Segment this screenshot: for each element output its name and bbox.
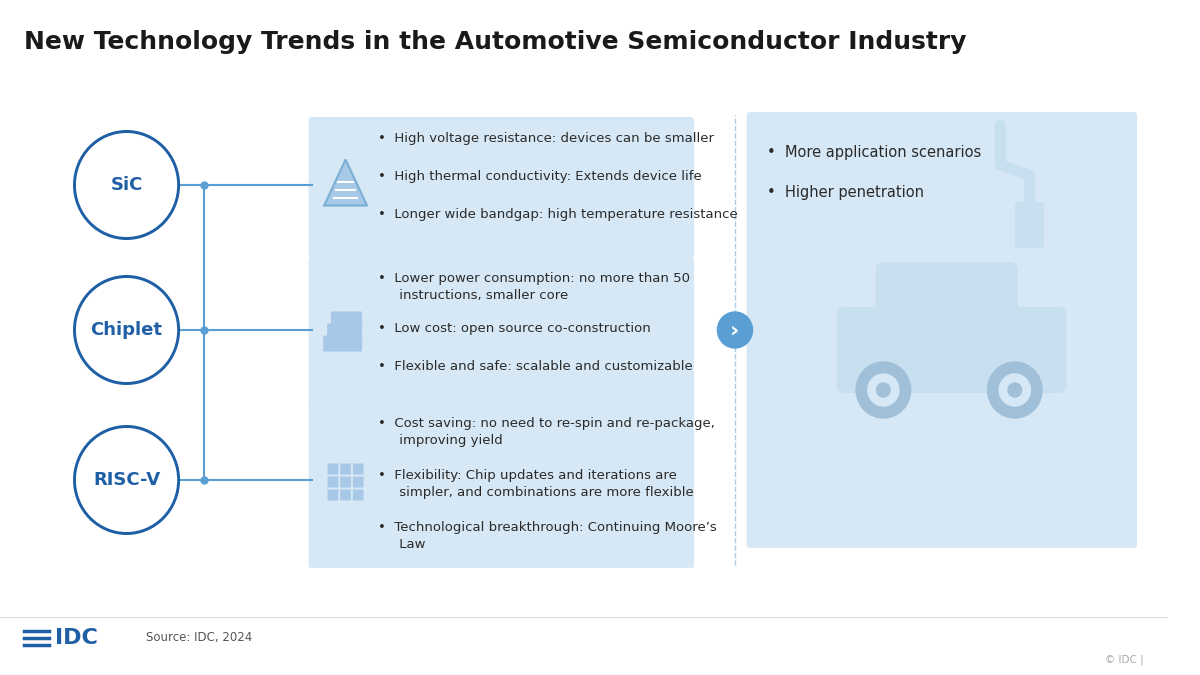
Text: •  Flexible and safe: scalable and customizable: • Flexible and safe: scalable and custom… [378, 360, 692, 373]
FancyBboxPatch shape [876, 262, 1018, 333]
Circle shape [876, 383, 890, 397]
Text: •  Lower power consumption: no more than 50
     instructions, smaller core: • Lower power consumption: no more than … [378, 272, 690, 302]
FancyBboxPatch shape [836, 307, 1067, 393]
Text: •  Longer wide bandgap: high temperature resistance: • Longer wide bandgap: high temperature … [378, 208, 738, 221]
Text: SiC: SiC [110, 176, 143, 194]
FancyBboxPatch shape [328, 477, 338, 487]
Text: ›: › [731, 320, 739, 340]
Circle shape [76, 133, 178, 237]
FancyBboxPatch shape [308, 117, 694, 258]
FancyBboxPatch shape [323, 335, 362, 352]
FancyBboxPatch shape [353, 477, 364, 487]
Circle shape [76, 278, 178, 382]
FancyBboxPatch shape [353, 464, 364, 475]
Circle shape [76, 428, 178, 532]
FancyBboxPatch shape [353, 489, 364, 500]
Text: RISC-V: RISC-V [92, 471, 160, 489]
FancyBboxPatch shape [328, 489, 338, 500]
FancyBboxPatch shape [328, 323, 362, 340]
FancyBboxPatch shape [308, 402, 694, 568]
FancyBboxPatch shape [341, 477, 350, 487]
Text: •  Higher penetration: • Higher penetration [767, 185, 924, 200]
FancyBboxPatch shape [328, 464, 338, 475]
Text: IDC: IDC [55, 628, 98, 648]
Circle shape [856, 362, 911, 418]
FancyBboxPatch shape [341, 464, 350, 475]
Text: •  More application scenarios: • More application scenarios [767, 145, 982, 160]
Text: Source: IDC, 2024: Source: IDC, 2024 [146, 632, 252, 645]
Circle shape [1008, 383, 1021, 397]
FancyBboxPatch shape [1015, 202, 1044, 248]
Circle shape [868, 374, 899, 406]
Circle shape [1000, 374, 1031, 406]
Text: •  Low cost: open source co-construction: • Low cost: open source co-construction [378, 322, 650, 335]
Text: •  Flexibility: Chip updates and iterations are
     simpler, and combinations a: • Flexibility: Chip updates and iteratio… [378, 469, 694, 499]
FancyBboxPatch shape [341, 489, 350, 500]
Circle shape [73, 130, 180, 240]
Polygon shape [324, 159, 367, 205]
Circle shape [73, 275, 180, 385]
FancyBboxPatch shape [331, 311, 362, 327]
Circle shape [988, 362, 1042, 418]
Text: •  Cost saving: no need to re-spin and re-package,
     improving yield: • Cost saving: no need to re-spin and re… [378, 417, 714, 447]
Text: Chiplet: Chiplet [90, 321, 162, 339]
Text: •  High thermal conductivity: Extends device life: • High thermal conductivity: Extends dev… [378, 170, 702, 183]
Text: •  High voltage resistance: devices can be smaller: • High voltage resistance: devices can b… [378, 132, 714, 145]
Text: New Technology Trends in the Automotive Semiconductor Industry: New Technology Trends in the Automotive … [24, 30, 967, 54]
Circle shape [73, 425, 180, 535]
Circle shape [718, 312, 752, 348]
FancyBboxPatch shape [308, 257, 694, 408]
Text: © IDC |: © IDC | [1105, 655, 1144, 665]
FancyBboxPatch shape [746, 112, 1136, 548]
Text: •  Technological breakthrough: Continuing Moore’s
     Law: • Technological breakthrough: Continuing… [378, 521, 716, 551]
